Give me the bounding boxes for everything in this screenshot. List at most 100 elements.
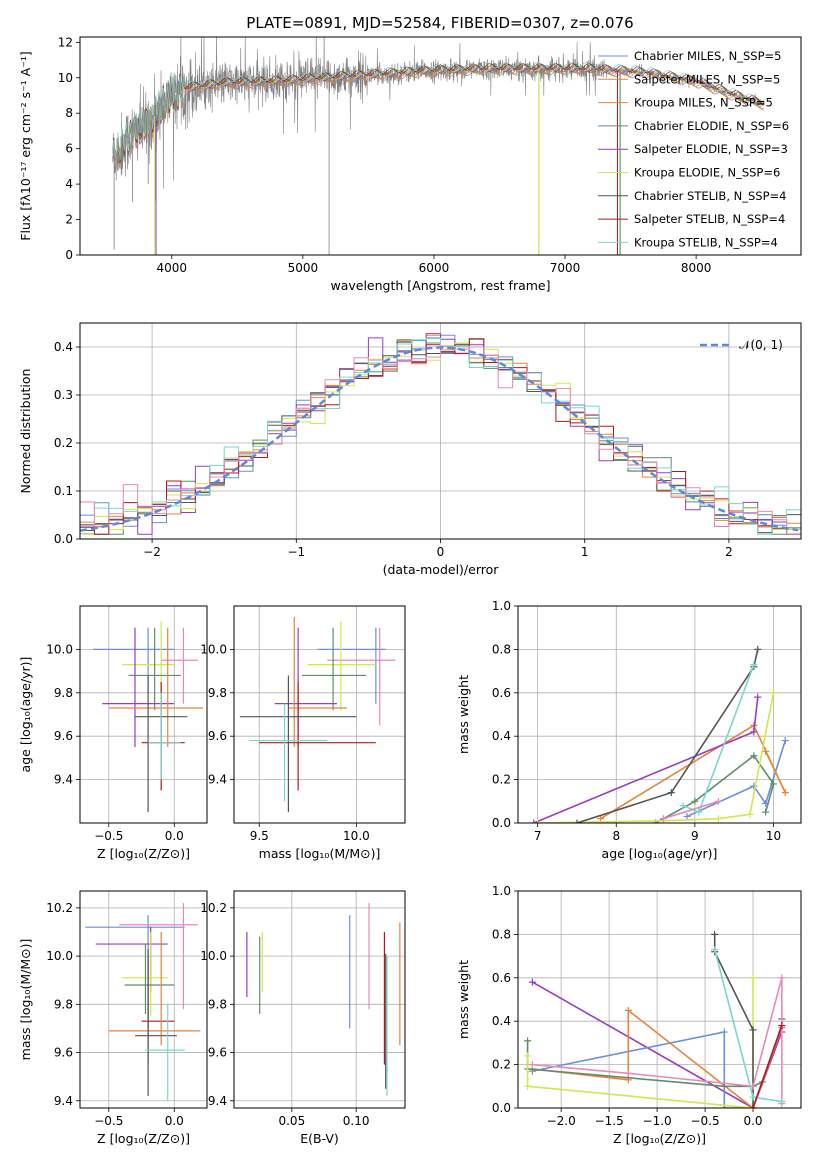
- weight_vs_age-marker-6-2: [750, 661, 758, 669]
- gauss-legend-label: 𝒩(0, 1): [739, 338, 783, 352]
- weight_vs_Z-marker-8-0: [749, 1104, 757, 1108]
- weight_vs_age-marker-1-2: [781, 789, 789, 797]
- weight_vs_age-line-6: [682, 664, 755, 814]
- weight_vs_age-marker-2-1: [691, 797, 699, 805]
- weight_vs_age-marker-3-1: [750, 728, 758, 736]
- weight_vs_Z-frame: [517, 890, 802, 1109]
- mass_vs_ebv-xlabel: E(B-V): [300, 1131, 339, 1146]
- age_vs_Z-xtick-label-1: 0.0: [165, 829, 184, 843]
- mass_vs_Z-points: [85, 903, 201, 1101]
- weight_vs_Z-ytick-label-4: 0.8: [492, 927, 511, 941]
- spectrum-frame: [79, 36, 802, 256]
- spectrum-ytick-label-4: 8: [65, 106, 73, 120]
- legend-label-6: Chabrier STELIB, N_SSP=4: [634, 189, 786, 203]
- weight_vs_Z-xtick-label-0: −2.0: [547, 1114, 576, 1128]
- age_vs_Z-points: [93, 621, 204, 813]
- weight_vs_Z-marker-6-3: [778, 974, 786, 982]
- residuals-xtick-label-1: −1: [287, 545, 305, 559]
- spectrum-ytick-label-2: 4: [65, 177, 73, 191]
- weight_vs_age-marker-4-2: [714, 815, 722, 823]
- weight_vs_Z-marker-4-3: [749, 974, 757, 982]
- weight_vs_age-ytick-label-5: 1.0: [492, 599, 511, 613]
- weight_vs_age-marker-5-3: [754, 645, 762, 653]
- age_vs_Z-ytick-label-1: 9.6: [54, 729, 73, 743]
- legend-label-8: Kroupa STELIB, N_SSP=4: [634, 235, 778, 249]
- spectrum-model-line-7: [112, 63, 765, 167]
- weight_vs_Z-xtick-label-3: −0.5: [690, 1114, 719, 1128]
- legend-label-7: Salpeter STELIB, N_SSP=4: [634, 212, 785, 226]
- weight_vs_age-line-4: [537, 692, 775, 823]
- residuals-xlabel: (data-model)/error: [383, 562, 500, 577]
- weight_vs_Z-marker-5-0: [711, 930, 719, 938]
- residuals-ytick-label-0: 0.0: [54, 532, 73, 546]
- weight_vs_age-marker-2-2: [750, 752, 758, 760]
- legend-label-2: Kroupa MILES, N_SSP=5: [634, 96, 773, 110]
- mass_vs_Z-ytick-label-1: 9.6: [54, 1046, 73, 1060]
- age_vs_Z-ylabel: age [log₁₀(age/yr)]: [18, 657, 33, 773]
- gaussian-curve: [80, 346, 799, 532]
- weight_vs_age-marker-4-0: [534, 819, 542, 823]
- residuals-legend: 𝒩(0, 1): [700, 338, 783, 352]
- legend-label-0: Chabrier MILES, N_SSP=5: [634, 49, 781, 63]
- weight_vs_Z-marker-4-1: [524, 1082, 532, 1090]
- mass-vs-metallicity-panel: −0.5 0.0 9.4 9.6 9.8 10.0 10.2 Z [log₁₀(Z/Z⊙)] m…: [18, 890, 208, 1146]
- weight_vs_Z-marker-7-1: [749, 1093, 757, 1101]
- weight_vs_Z-marker-8-1: [778, 1022, 786, 1030]
- weight_vs_age-ytick-label-3: 0.6: [492, 686, 511, 700]
- residuals-xtick-label-3: 1: [581, 545, 589, 559]
- residuals-ytick-label-3: 0.3: [54, 388, 73, 402]
- weight_vs_age-marker-3-2: [754, 693, 762, 701]
- weight_vs_age-marker-1-0: [597, 815, 605, 823]
- weight-vs-metallicity-panel: −2.0 −1.5 −1.0 −0.5 0.0 0.0 0.2 0.4 0.6 0.8 1.0 Z […: [456, 884, 802, 1146]
- weight_vs_age-xlabel: age [log₁₀(age/yr)]: [602, 846, 718, 861]
- legend-label-5: Kroupa ELODIE, N_SSP=6: [634, 166, 780, 180]
- residuals-ylabel: Normed distribution: [18, 369, 33, 494]
- weight_vs_Z-series: [524, 930, 786, 1108]
- weight_vs_Z-marker-6-0: [528, 1061, 536, 1069]
- weight_vs_age-xtick-label-0: 7: [534, 829, 542, 843]
- legend-label-1: Salpeter MILES, N_SSP=5: [634, 72, 780, 86]
- spectrum-xtick-label-1: 5000: [288, 261, 319, 275]
- age_vs_mass-points: [239, 616, 396, 813]
- legend-label-3: Chabrier ELODIE, N_SSP=6: [634, 119, 789, 133]
- weight_vs_Z-xtick-label-4: 0.0: [743, 1114, 762, 1128]
- spectrum-model-line-8: [112, 62, 765, 168]
- mass_vs_Z-ytick-label-2: 9.8: [54, 997, 73, 1011]
- mass_vs_Z-xlabel: Z [log₁₀(Z/Z⊙)]: [97, 1131, 190, 1146]
- spectrum-ytick-label-1: 2: [65, 213, 73, 227]
- age_vs_mass-ytick-label-3: 10.0: [200, 642, 227, 656]
- weight_vs_age-ylabel: mass weight: [456, 675, 471, 754]
- weight_vs_age-ytick-label-4: 0.8: [492, 642, 511, 656]
- spectrum-title: PLATE=0891, MJD=52584, FIBERID=0307, z=0…: [246, 14, 633, 32]
- weight-vs-age-panel: 7 8 9 10 0.0 0.2 0.4 0.6 0.8 1.0 age [log₁₀(age/yr…: [456, 599, 802, 861]
- residuals-xtick-label-2: 0: [437, 545, 445, 559]
- mass_vs_Z-xtick-label-1: 0.0: [165, 1114, 184, 1128]
- age_vs_mass-xtick-label-1: 10.0: [343, 829, 370, 843]
- weight_vs_age-marker-2-3: [769, 780, 777, 788]
- mass_vs_Z-ytick-label-4: 10.2: [46, 901, 73, 915]
- weight_vs_age-marker-3-0: [530, 819, 538, 823]
- residuals-frame: [79, 322, 802, 540]
- weight_vs_age-marker-5-0: [573, 819, 581, 823]
- mass_vs_ebv-ytick-label-1: 9.6: [208, 1046, 227, 1060]
- age_vs_Z-xlabel: Z [log₁₀(Z/Z⊙)]: [97, 846, 190, 861]
- spectrum-xtick-label-3: 7000: [550, 261, 581, 275]
- weight_vs_Z-ylabel: mass weight: [456, 960, 471, 1039]
- weight_vs_Z-ytick-label-2: 0.4: [492, 1014, 511, 1028]
- weight_vs_Z-marker-7-2: [778, 1097, 786, 1105]
- spectrum-ytick-label-3: 6: [65, 142, 73, 156]
- age_vs_mass-xtick-label-0: 9.5: [250, 829, 269, 843]
- mass_vs_Z-xtick-label-0: −0.5: [94, 1114, 123, 1128]
- mass_vs_ebv-points: [246, 903, 401, 1096]
- residual-hist-8: [80, 346, 801, 535]
- mass_vs_ebv-xtick-label-1: 0.10: [343, 1114, 370, 1128]
- age_vs_mass-xlabel: mass [log₁₀(M/M⊙)]: [259, 846, 381, 861]
- age_vs_Z-ytick-label-0: 9.4: [54, 773, 73, 787]
- weight_vs_age-xtick-label-1: 8: [612, 829, 620, 843]
- mass_vs_Z-ytick-label-0: 9.4: [54, 1094, 73, 1108]
- residuals-ytick-label-1: 0.1: [54, 484, 73, 498]
- weight_vs_age-line-5: [576, 649, 759, 823]
- weight_vs_Z-marker-0-0: [528, 978, 536, 986]
- weight_vs_age-marker-1-3: [762, 747, 770, 755]
